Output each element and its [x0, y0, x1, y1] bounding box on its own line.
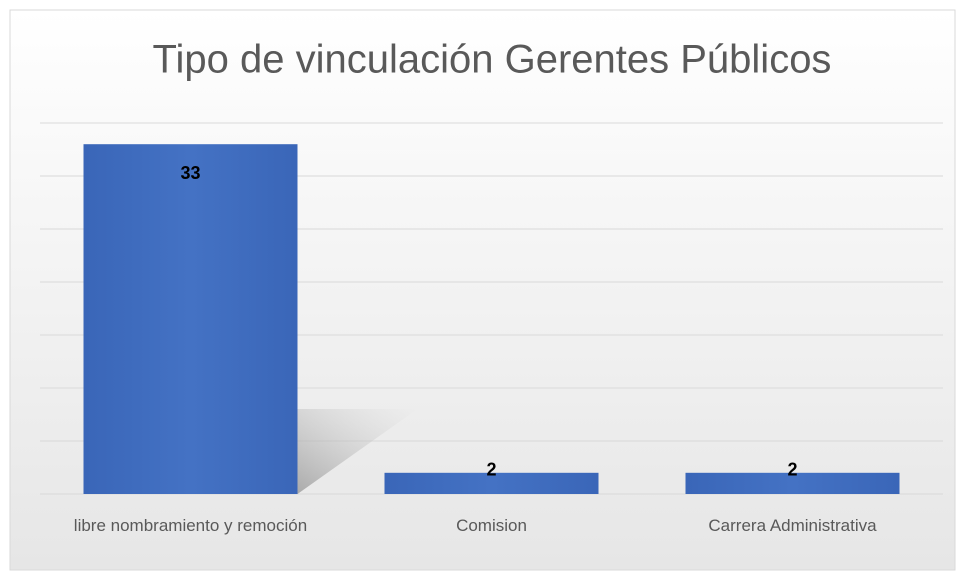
data-label: 33: [180, 163, 200, 183]
bar: [83, 144, 298, 494]
data-label: 2: [486, 460, 496, 480]
data-label: 2: [787, 460, 797, 480]
x-tick-label: Comision: [456, 516, 527, 535]
x-tick-label: libre nombramiento y remoción: [73, 516, 308, 535]
x-tick-label: Carrera Administrativa: [708, 516, 877, 535]
bar: [384, 472, 599, 494]
bar: [685, 472, 900, 494]
bar-shadow: [297, 409, 418, 494]
chart-title: Tipo de vinculación Gerentes Públicos: [153, 38, 832, 82]
